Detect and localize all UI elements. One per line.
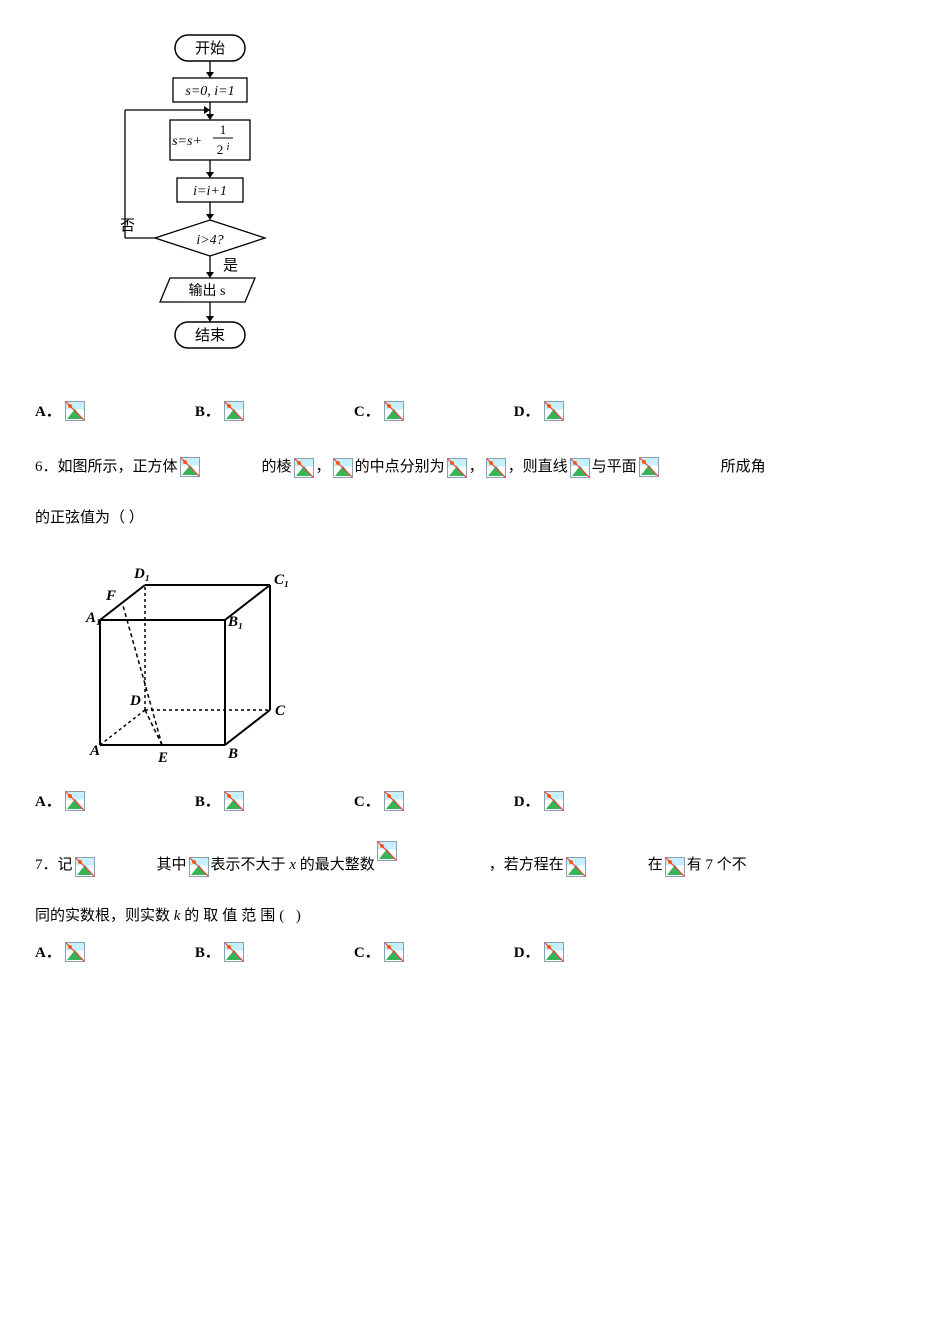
q7-option-d[interactable]: D． bbox=[514, 941, 564, 962]
q5-option-c[interactable]: C． bbox=[354, 400, 404, 421]
broken-image-icon bbox=[665, 857, 685, 877]
cube-label-C: C bbox=[275, 703, 286, 719]
option-label: B． bbox=[195, 790, 220, 811]
cube-label-F: F bbox=[105, 588, 116, 604]
broken-image-icon bbox=[544, 401, 564, 421]
broken-image-icon bbox=[486, 458, 506, 478]
flowchart-cond-label: i>4? bbox=[196, 233, 223, 248]
cube-label-C1: C₁ bbox=[274, 572, 289, 588]
broken-image-icon bbox=[224, 791, 244, 811]
broken-image-icon bbox=[333, 458, 353, 478]
broken-image-icon bbox=[294, 458, 314, 478]
broken-image-icon bbox=[224, 401, 244, 421]
q7-number: 7． bbox=[35, 857, 58, 873]
q5-option-a[interactable]: A． bbox=[35, 400, 85, 421]
option-label: C． bbox=[354, 941, 380, 962]
q7-option-a[interactable]: A． bbox=[35, 941, 85, 962]
q7-text-line2: 同的实数根，则实数 k 的取值范围( ) bbox=[35, 900, 915, 933]
flowchart-yes-label: 是 bbox=[223, 258, 238, 274]
flowchart-no-label: 否 bbox=[120, 218, 135, 234]
broken-image-icon bbox=[544, 791, 564, 811]
cube-diagram: A B C D A₁ B₁ C₁ D₁ E F bbox=[70, 550, 915, 770]
broken-image-icon bbox=[224, 942, 244, 962]
broken-image-icon bbox=[566, 857, 646, 879]
option-label: A． bbox=[35, 790, 61, 811]
cube-svg: A B C D A₁ B₁ C₁ D₁ E F bbox=[70, 550, 300, 765]
flowchart-frac-exp: i bbox=[227, 142, 230, 153]
q7-text: 7．记其中表示不大于 x 的最大整数，若方程在在有 7 个不 bbox=[35, 841, 915, 882]
cube-label-B1: B₁ bbox=[227, 614, 243, 630]
flowchart-end-label: 结束 bbox=[195, 327, 225, 344]
cube-label-A1: A₁ bbox=[85, 610, 101, 626]
q6-number: 6． bbox=[35, 459, 58, 475]
cube-label-D: D bbox=[129, 693, 141, 709]
broken-image-icon bbox=[180, 457, 260, 479]
flowchart-diagram: 开始 s=0, i=1 s=s+ 1 2 i i=i+1 i>4? 否 bbox=[95, 30, 915, 375]
broken-image-icon bbox=[65, 791, 85, 811]
broken-image-icon bbox=[544, 942, 564, 962]
option-label: C． bbox=[354, 790, 380, 811]
broken-image-icon bbox=[384, 791, 404, 811]
option-label: C． bbox=[354, 400, 380, 421]
flowchart-start-label: 开始 bbox=[195, 40, 225, 57]
broken-image-icon bbox=[75, 857, 155, 879]
broken-image-icon bbox=[447, 458, 467, 478]
q7-var-k: k bbox=[174, 908, 181, 924]
flowchart-frac-den: 2 bbox=[217, 142, 224, 157]
q5-option-b[interactable]: B． bbox=[195, 400, 244, 421]
q5-option-d[interactable]: D． bbox=[514, 400, 564, 421]
q7-count: 7 bbox=[706, 857, 714, 873]
broken-image-icon bbox=[570, 458, 590, 478]
flowchart-step-label: s=s+ bbox=[172, 134, 202, 149]
q6-text: 6．如图所示，正方体的棱，的中点分别为，，则直线与平面所成角 bbox=[35, 451, 915, 484]
cube-label-E: E bbox=[157, 750, 168, 765]
broken-image-icon bbox=[189, 857, 209, 877]
broken-image-icon bbox=[65, 401, 85, 421]
q6-option-d[interactable]: D． bbox=[514, 790, 564, 811]
cube-label-A: A bbox=[89, 743, 100, 759]
broken-image-icon bbox=[384, 401, 404, 421]
q7-options-row: A． B． C． D． bbox=[35, 941, 915, 962]
broken-image-icon bbox=[639, 457, 719, 479]
option-label: B． bbox=[195, 941, 220, 962]
flowchart-inc-label: i=i+1 bbox=[193, 184, 227, 199]
broken-image-icon bbox=[384, 942, 404, 962]
flowchart-init-label: s=0, i=1 bbox=[185, 84, 234, 99]
q6-option-b[interactable]: B． bbox=[195, 790, 244, 811]
option-label: A． bbox=[35, 941, 61, 962]
flowchart-frac-num: 1 bbox=[220, 122, 227, 137]
broken-image-icon bbox=[377, 841, 487, 863]
q6-option-c[interactable]: C． bbox=[354, 790, 404, 811]
q6-text-line2: 的正弦值为（ ） bbox=[35, 502, 915, 535]
q7-option-c[interactable]: C． bbox=[354, 941, 404, 962]
cube-label-B: B bbox=[227, 746, 238, 762]
option-label: D． bbox=[514, 941, 540, 962]
option-label: D． bbox=[514, 790, 540, 811]
cube-label-D1: D₁ bbox=[133, 566, 150, 582]
q6-options-row: A． B． C． D． bbox=[35, 790, 915, 811]
broken-image-icon bbox=[65, 942, 85, 962]
q5-options-row: A． B． C． D． bbox=[35, 400, 915, 421]
option-label: A． bbox=[35, 400, 61, 421]
q7-var-x: x bbox=[289, 857, 296, 873]
q7-option-b[interactable]: B． bbox=[195, 941, 244, 962]
flowchart-svg: 开始 s=0, i=1 s=s+ 1 2 i i=i+1 i>4? 否 bbox=[95, 30, 305, 370]
flowchart-output-label: 输出 s bbox=[189, 283, 226, 299]
option-label: D． bbox=[514, 400, 540, 421]
option-label: B． bbox=[195, 400, 220, 421]
q6-option-a[interactable]: A． bbox=[35, 790, 85, 811]
